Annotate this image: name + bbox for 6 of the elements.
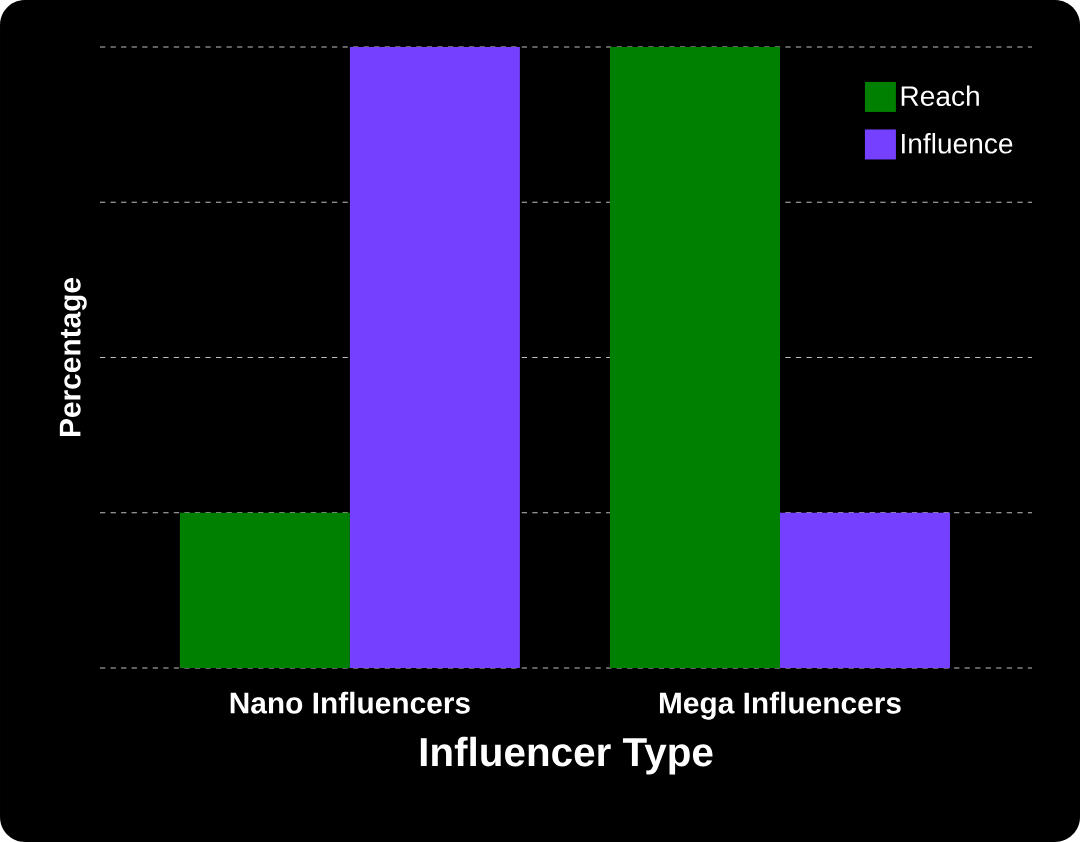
- x-tick-label: Nano Influencers: [230, 691, 470, 714]
- legend-label: Influence: [902, 132, 1013, 154]
- x-tick-label: Mega Influencers: [659, 691, 901, 720]
- legend-label: Reach: [901, 85, 979, 107]
- y-axis-title: Percentage: [59, 277, 87, 437]
- x-axis-title: Influencer Type: [420, 736, 713, 775]
